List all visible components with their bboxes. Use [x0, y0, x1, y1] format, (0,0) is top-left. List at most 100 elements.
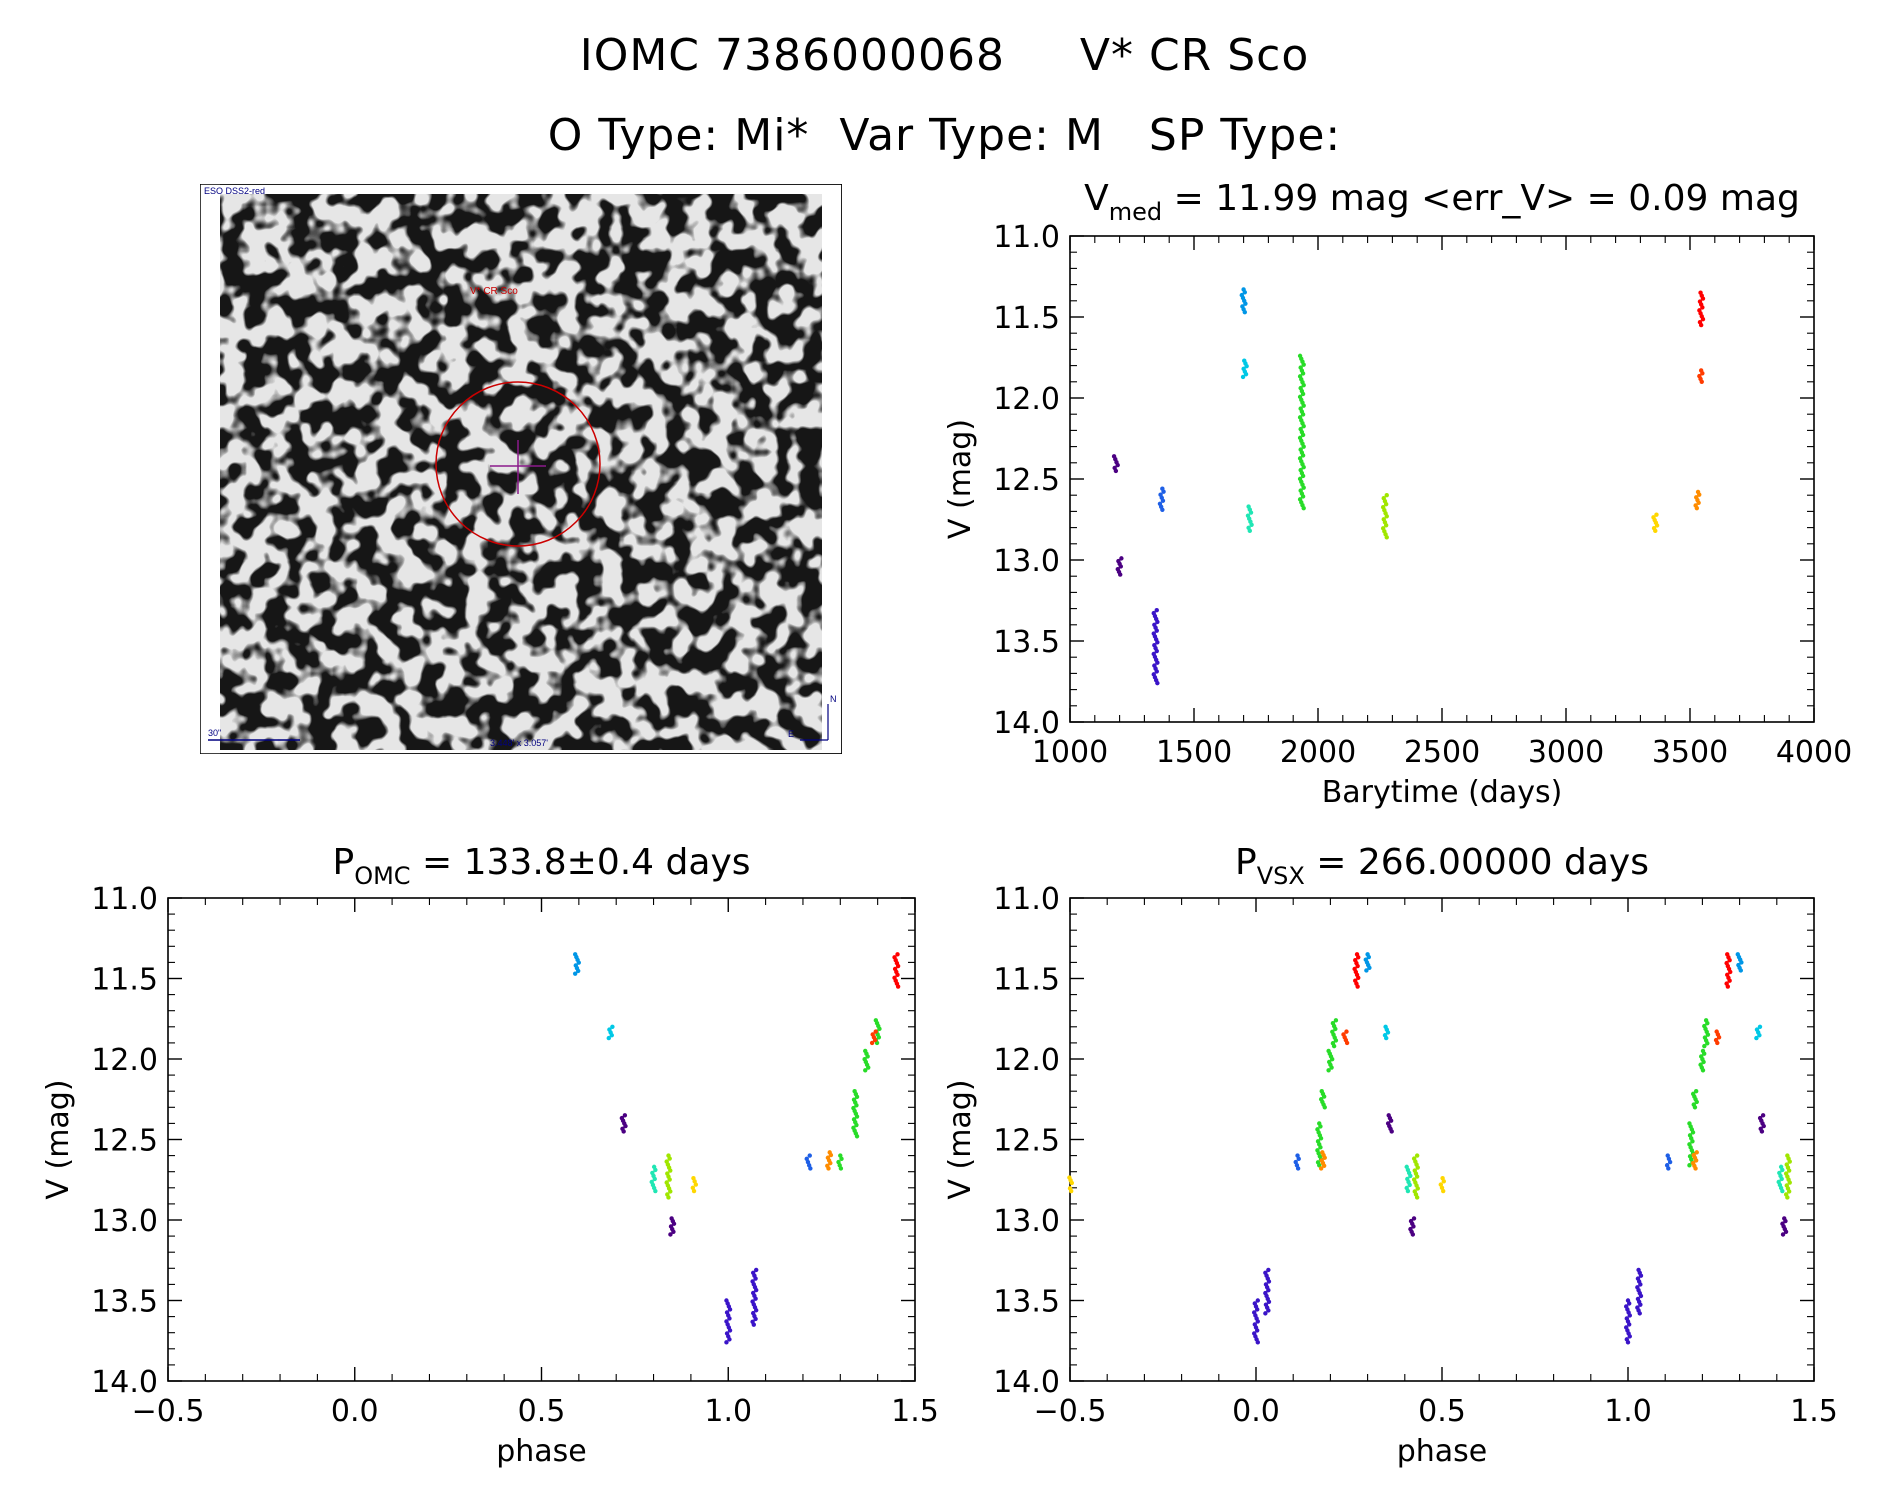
phase_omc-point: [895, 952, 900, 957]
phase_omc-ytick-label: 13.5: [91, 1285, 158, 1320]
lightcurve-xtick-label: 1000: [1032, 735, 1108, 770]
phase_vsx-point: [1266, 1267, 1271, 1273]
lightcurve-point: [1301, 485, 1306, 490]
phase_vsx-point: [1333, 1038, 1339, 1043]
phase_vsx-point: [1692, 1105, 1698, 1110]
lightcurve-xtick-label: 4000: [1776, 735, 1852, 770]
phase_vsx-point: [1414, 1153, 1420, 1158]
phase_vsx-point: [1705, 1041, 1710, 1046]
phase_omc-point: [854, 1094, 860, 1100]
phase_vsx-point: [1780, 1167, 1785, 1173]
phase_vsx-ytick-label: 12.0: [993, 1043, 1060, 1078]
lightcurve-point: [1249, 522, 1254, 527]
phase_omc-point: [854, 1103, 859, 1108]
phase_vsx-point: [1356, 955, 1361, 960]
phase_vsx-point: [1705, 1032, 1711, 1037]
figure-subtitle: O Type: Mi* Var Type: M SP Type:: [547, 110, 1342, 161]
phase_vsx-point: [1331, 1043, 1337, 1049]
phase_omc-point: [807, 1153, 812, 1158]
phase_vsx-point: [1783, 1218, 1788, 1224]
phase_vsx-plot-frame: [1069, 897, 1815, 1382]
phase_vsx-point: [1638, 1293, 1644, 1299]
phase_omc-ytick-label: 14.0: [91, 1365, 158, 1400]
phase_vsx-point: [1318, 1166, 1324, 1171]
lightcurve-point: [1240, 374, 1246, 380]
phase_omc-point: [865, 1054, 870, 1059]
phase_vsx-xtick-label: 0.0: [1232, 1394, 1280, 1429]
phase_vsx-point: [1441, 1188, 1446, 1194]
phase_omc-point: [693, 1182, 699, 1187]
phase_omc-point: [753, 1308, 759, 1313]
phase_omc-point: [854, 1114, 860, 1119]
phase_vsx-point: [1344, 1040, 1350, 1046]
lightcurve-xtick-label: 1500: [1156, 735, 1232, 770]
phase_omc-point: [753, 1287, 759, 1293]
phase_omc-point: [895, 984, 901, 989]
phase_vsx-point: [1364, 968, 1369, 973]
lightcurve-point: [1300, 412, 1306, 417]
finder-object-label: V* CR Sco: [470, 286, 518, 297]
phase_omc-point: [724, 1340, 729, 1345]
phase_omc-point: [652, 1176, 657, 1182]
lightcurve-point: [1301, 464, 1306, 470]
phase_vsx-point: [1385, 1030, 1391, 1035]
phase_vsx-point: [1255, 1307, 1260, 1312]
phase_vsx-point: [1700, 1068, 1706, 1073]
lightcurve-point: [1700, 296, 1706, 301]
phase_omc-point: [828, 1152, 834, 1158]
phase_vsx-point: [1322, 1155, 1327, 1160]
phase_omc-xtick-label: 0.5: [518, 1394, 566, 1429]
phase_omc-point: [727, 1316, 732, 1321]
phase_vsx-point: [1760, 1113, 1766, 1118]
phase_vsx-point: [1414, 1174, 1420, 1179]
lightcurve-xlabel: Barytime (days): [1322, 775, 1563, 810]
lightcurve-point: [1154, 669, 1159, 674]
phase_vsx-point: [1783, 1229, 1789, 1235]
phase_omc-point: [576, 960, 581, 965]
phase_vsx-point: [1727, 958, 1732, 963]
lightcurve-point: [1698, 322, 1704, 328]
phase_vsx-xtick-label: 0.5: [1418, 1394, 1466, 1429]
phase_vsx-point: [1263, 1311, 1268, 1316]
lightcurve-point: [1383, 502, 1389, 507]
figure-title: IOMC 7386000068 V* CR Sco: [579, 30, 1310, 81]
phase_vsx-point: [1666, 1166, 1671, 1171]
phase_vsx-point: [1069, 1188, 1074, 1194]
phase_vsx-ytick-label: 14.0: [993, 1365, 1060, 1400]
phase_omc-point: [609, 1033, 614, 1038]
phase_vsx-point: [1441, 1179, 1447, 1184]
phase_vsx-point: [1389, 1129, 1394, 1134]
lightcurve-point: [1300, 432, 1306, 438]
phase_omc-point: [653, 1188, 658, 1194]
lightcurve-point: [1654, 523, 1660, 528]
phase_omc-ytick-label: 11.5: [91, 963, 158, 998]
phase_omc-point: [623, 1123, 628, 1129]
lightcurve-xtick-label: 2500: [1404, 735, 1480, 770]
phase_omc-point: [838, 1166, 844, 1171]
lightcurve-point: [1154, 648, 1159, 654]
phase_omc-point: [895, 963, 901, 969]
phase_vsx-point: [1785, 1195, 1790, 1200]
lightcurve-point: [1384, 535, 1389, 540]
lightcurve-title: Vmed = 11.99 mag <err_V> = 0.09 mag: [1084, 178, 1800, 226]
phase_vsx-point: [1787, 1180, 1792, 1185]
phase_vsx-point: [1366, 954, 1372, 960]
phase_vsx-ytick-label: 11.0: [993, 882, 1060, 917]
phase_vsx-point: [1702, 1051, 1707, 1056]
lightcurve-point: [1242, 309, 1248, 315]
phase_vsx-ytick-label: 13.0: [993, 1204, 1060, 1239]
phase_vsx-point: [1627, 1313, 1633, 1318]
phase_vsx-point: [1266, 1299, 1272, 1304]
phase_vsx-point: [1757, 1033, 1762, 1038]
phase_vsx-point: [1625, 1340, 1631, 1345]
lightcurve-point: [1113, 468, 1119, 474]
lightcurve-point: [1301, 423, 1306, 429]
lightcurve-point: [1700, 371, 1705, 376]
lightcurve-point: [1248, 510, 1254, 515]
phase_vsx-point: [1627, 1322, 1632, 1327]
finder-fov-label: 3.448' x 3.057': [490, 738, 548, 748]
phase_vsx-point: [1318, 1136, 1324, 1141]
lightcurve-point: [1301, 444, 1306, 449]
phase_vsx-point: [1715, 1040, 1720, 1046]
phase_vsx-point: [1780, 1232, 1786, 1237]
